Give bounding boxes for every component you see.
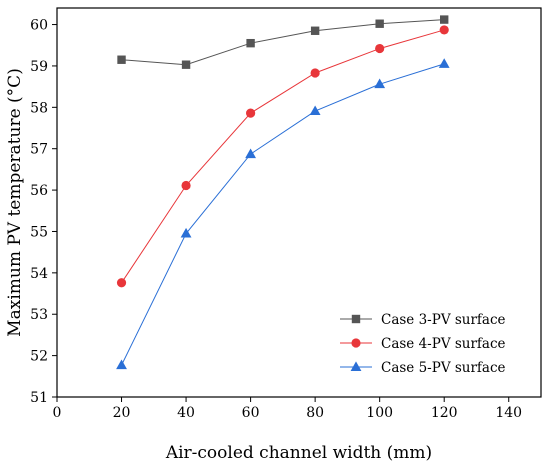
legend-item-1: Case 3-PV surface: [340, 312, 506, 328]
data-point: [375, 19, 384, 28]
x-tick-label: 120: [431, 405, 458, 421]
series-3: [116, 58, 450, 370]
data-point: [117, 55, 126, 64]
series-line: [121, 29, 445, 284]
data-point: [246, 108, 256, 118]
legend-label: Case 4-PV surface: [381, 336, 506, 352]
x-tick-label: 40: [177, 405, 195, 421]
y-tick-label: 55: [30, 224, 48, 240]
x-tick-label: 140: [495, 405, 522, 421]
series-line: [121, 19, 445, 66]
data-point: [310, 26, 320, 35]
data-point: [181, 60, 191, 69]
legend-marker: [351, 314, 361, 324]
data-point: [375, 43, 385, 54]
legend-marker: [350, 361, 362, 371]
x-tick-label: 20: [113, 405, 131, 421]
series-line: [121, 63, 445, 366]
legend-item-3: Case 5-PV surface: [340, 360, 506, 376]
data-point: [438, 58, 450, 68]
legend-item-2: Case 4-PV surface: [340, 336, 506, 352]
data-point: [374, 78, 386, 89]
x-tick-label: 80: [306, 405, 324, 421]
data-point: [440, 15, 449, 24]
y-axis-title: Maximum PV temperature (°C): [5, 68, 25, 337]
data-point: [310, 68, 320, 78]
data-point: [246, 38, 255, 48]
data-point: [180, 227, 192, 238]
y-tick-label: 52: [30, 349, 48, 365]
y-tick-label: 54: [30, 266, 48, 282]
data-point: [116, 359, 127, 370]
y-tick-label: 60: [30, 18, 48, 34]
y-tick-label: 56: [30, 183, 48, 199]
plot-area-border: [56, 7, 542, 398]
data-point: [116, 278, 127, 288]
y-tick-label: 59: [30, 59, 48, 75]
legend: Case 3-PV surface Case 4-PV surface Case 5…: [340, 312, 506, 376]
x-axis-title: Air-cooled channel width (mm): [165, 443, 432, 463]
legend-label: Case 5-PV surface: [381, 360, 506, 376]
legend-marker: [351, 338, 361, 348]
x-tick-label: 100: [366, 405, 393, 421]
data-point: [181, 180, 191, 191]
series-layer: [116, 15, 450, 370]
x-axis: 0 20 40 60 80 100 120 140: [53, 397, 522, 421]
y-tick-label: 53: [30, 307, 48, 323]
x-tick-label: 60: [242, 405, 260, 421]
series-1: [117, 15, 449, 69]
data-point: [439, 25, 449, 35]
y-tick-label: 57: [30, 142, 48, 158]
y-tick-label: 58: [30, 100, 48, 116]
data-point: [245, 148, 256, 159]
data-point: [309, 105, 321, 116]
y-axis: 51 52 53 54 55 56 57 58 59 60: [30, 18, 57, 406]
legend-label: Case 3-PV surface: [381, 312, 506, 328]
x-tick-label: 0: [53, 405, 62, 421]
plot-frame: [56, 7, 542, 398]
series-2: [116, 25, 449, 288]
y-tick-label: 51: [30, 390, 48, 406]
